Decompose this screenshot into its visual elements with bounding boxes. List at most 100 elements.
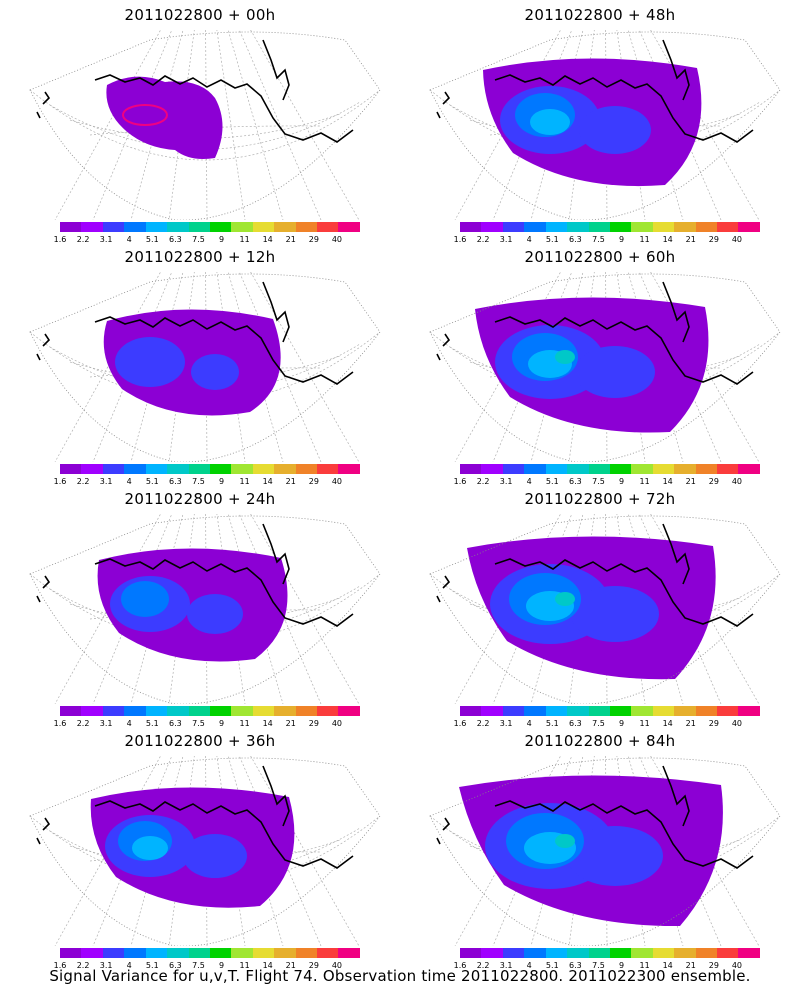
polar-map xyxy=(29,514,381,704)
domain-outline xyxy=(429,515,781,704)
colorbar-swatch xyxy=(674,948,696,958)
colorbar-swatch xyxy=(652,464,675,474)
coastlines xyxy=(436,39,754,143)
panel-title: 2011022800 + 00h xyxy=(124,6,276,24)
colorbar-swatch xyxy=(231,464,253,474)
colorbar-tick-label: 1.6 xyxy=(53,719,67,728)
coastline-west xyxy=(436,333,451,361)
colorbar-tick-label: 7.5 xyxy=(592,719,605,728)
colorbar-swatch xyxy=(588,948,610,958)
colorbar-swatch xyxy=(317,222,339,232)
colorbar-tick-label: 14 xyxy=(262,961,273,970)
colorbar-tick-label: 29 xyxy=(308,235,319,244)
colorbar-swatch xyxy=(252,706,275,716)
colorbar-swatch xyxy=(695,706,718,716)
variance-region-high xyxy=(132,836,168,860)
coastline-main xyxy=(494,800,754,869)
colorbar-labels: 1.6 2.2 3.1 4 5.1 6.3 7.5 9 11 14 21 29 40 xyxy=(452,719,772,729)
colorbar-tick-label: 14 xyxy=(262,477,273,486)
colorbar-tick-label: 3.1 xyxy=(499,477,513,486)
colorbar-tick-label: 11 xyxy=(639,477,650,486)
colorbar-tick-label: 4 xyxy=(126,961,132,970)
colorbar-tick-label: 1.6 xyxy=(453,477,467,486)
colorbar-tick-label: 5.1 xyxy=(145,719,159,728)
colorbar-tick-label: 7.5 xyxy=(592,961,605,970)
colorbar-swatch xyxy=(338,706,360,716)
domain-outline xyxy=(29,273,381,462)
domain-outline xyxy=(29,31,381,220)
colorbar-swatch xyxy=(567,948,589,958)
coastline-west xyxy=(36,575,51,603)
colorbar-labels: 1.6 2.2 3.1 4 5.1 6.3 7.5 9 11 14 21 29 40 xyxy=(452,235,772,245)
colorbar-swatch xyxy=(588,222,610,232)
coastlines xyxy=(36,39,354,143)
coastline-east xyxy=(262,281,290,343)
colorbar-tick-label: 5.1 xyxy=(145,477,159,486)
colorbar-swatch xyxy=(317,706,339,716)
colorbar-swatch xyxy=(652,222,675,232)
colorbar-swatch xyxy=(60,948,82,958)
domain-boundary xyxy=(29,31,381,220)
longitude-line xyxy=(130,514,184,704)
colorbar-tick-label: 5.1 xyxy=(545,719,559,728)
domain-boundary xyxy=(29,515,381,704)
colorbar-swatch xyxy=(631,706,653,716)
colorbar-swatch xyxy=(567,464,589,474)
colorbar-swatch xyxy=(674,706,696,716)
domain-boundary xyxy=(429,757,781,946)
domain-outline xyxy=(29,757,381,946)
colorbar-swatch xyxy=(609,222,632,232)
colorbar-tick-label: 2.2 xyxy=(76,477,90,486)
colorbar-tick-label: 3.1 xyxy=(99,235,113,244)
colorbar-tick-label: 11 xyxy=(639,719,650,728)
colorbar-swatch xyxy=(631,222,653,232)
longitude-line xyxy=(454,756,561,946)
colorbar-tick-label: 11 xyxy=(639,961,650,970)
panel-title: 2011022800 + 72h xyxy=(524,490,676,508)
panel-title: 2011022800 + 60h xyxy=(524,248,676,266)
polar-map xyxy=(429,514,781,704)
domain-outline xyxy=(429,757,781,946)
coastline-west xyxy=(436,817,451,845)
colorbar-swatch xyxy=(502,706,525,716)
longitude-line xyxy=(530,514,584,704)
longitude-line xyxy=(638,30,722,220)
colorbar-swatch xyxy=(631,948,653,958)
domain-outline xyxy=(29,515,381,704)
colorbar xyxy=(60,222,360,232)
coastlines xyxy=(436,523,754,627)
colorbar-swatch xyxy=(588,706,610,716)
colorbar-tick-label: 7.5 xyxy=(192,235,205,244)
colorbar-swatch xyxy=(188,464,210,474)
colorbar-tick-label: 6.3 xyxy=(169,719,182,728)
colorbar-tick-label: 5.1 xyxy=(545,961,559,970)
colorbar-swatch xyxy=(81,948,103,958)
colorbar-swatch xyxy=(81,706,103,716)
variance-region-low xyxy=(103,309,281,416)
domain-outline xyxy=(429,273,781,462)
colorbar-tick-label: 4 xyxy=(526,477,532,486)
colorbar-tick-label: 9 xyxy=(618,477,625,486)
colorbar-swatch xyxy=(81,464,103,474)
colorbar-tick-label: 6.3 xyxy=(169,477,182,486)
colorbar-tick-label: 4 xyxy=(126,235,132,244)
colorbar-swatch xyxy=(738,948,760,958)
variance-region-medium xyxy=(187,594,243,634)
coastline-west xyxy=(36,817,51,845)
colorbar-swatch xyxy=(338,222,360,232)
colorbar-swatch xyxy=(167,706,189,716)
colorbar-tick-label: 2.2 xyxy=(76,719,90,728)
colorbar xyxy=(460,464,760,474)
latitude-line xyxy=(29,89,381,161)
coastline-main xyxy=(94,316,354,385)
colorbar-tick-label: 9 xyxy=(218,719,225,728)
colorbar-tick-label: 2.2 xyxy=(76,961,90,970)
colorbar-tick-label: 2.2 xyxy=(476,719,490,728)
colorbar-tick-label: 9 xyxy=(218,477,225,486)
colorbar-tick-label: 7.5 xyxy=(592,477,605,486)
colorbar-tick-label: 4 xyxy=(526,235,532,244)
latitude-line xyxy=(89,125,321,136)
colorbar-tick-label: 14 xyxy=(662,235,673,244)
colorbar-swatch xyxy=(460,706,482,716)
colorbar-swatch xyxy=(738,706,760,716)
